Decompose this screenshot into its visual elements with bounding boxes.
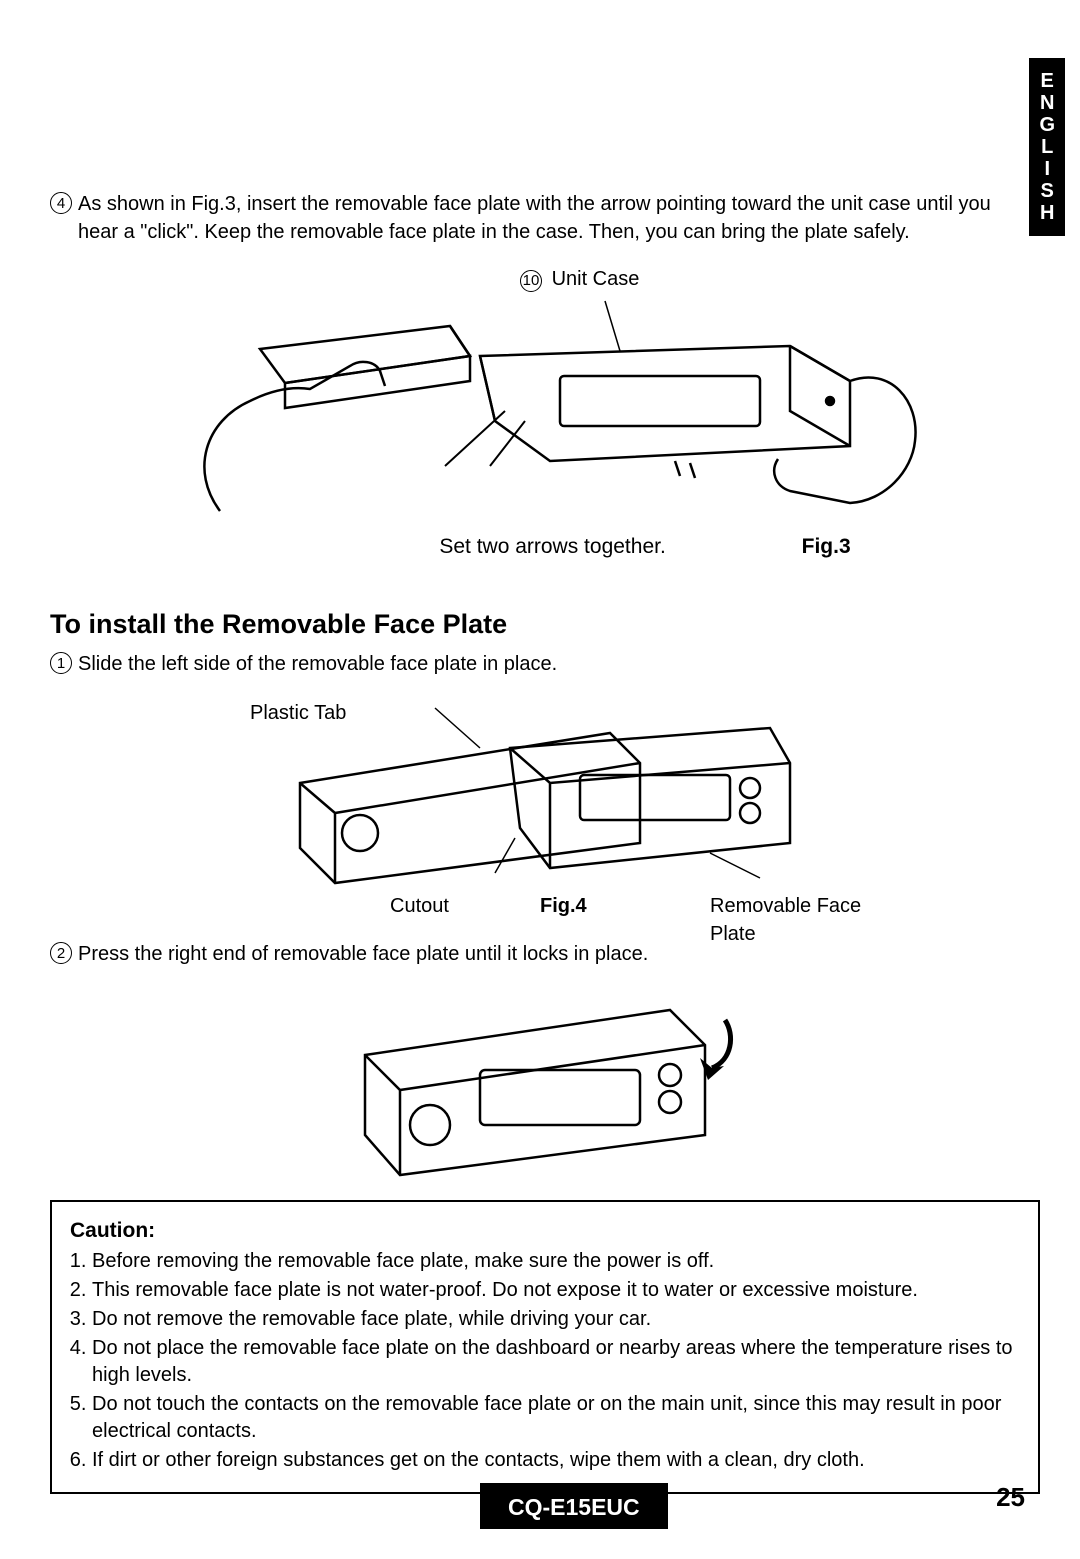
fig3-unit-case-text: Unit Case — [552, 268, 640, 290]
caution-item: If dirt or other foreign substances get … — [92, 1447, 1020, 1474]
fig4-plastic-tab-label: Plastic Tab — [250, 699, 346, 727]
caution-list: Before removing the removable face plate… — [92, 1248, 1020, 1474]
step-4: 4 As shown in Fig.3, insert the removabl… — [50, 190, 1030, 246]
lang-letter: E — [1039, 70, 1055, 92]
caution-box: Caution: Before removing the removable f… — [50, 1200, 1040, 1493]
fig3-label: Fig.3 — [802, 532, 851, 561]
caution-item: Do not remove the removable face plate, … — [92, 1306, 1020, 1333]
figure-4: Plastic Tab Cutout Fig.4 — [180, 693, 900, 922]
figure-5 — [330, 980, 750, 1180]
fig4-label: Fig.4 — [540, 892, 587, 920]
lang-letter: S — [1039, 180, 1055, 202]
step-2-text: Press the right end of removable face pl… — [78, 940, 648, 968]
section-title: To install the Removable Face Plate — [50, 606, 1030, 644]
lang-letter: G — [1039, 114, 1055, 136]
lang-letter: I — [1039, 158, 1055, 180]
fig3-illustration-icon — [150, 271, 930, 526]
fig3-caption: Set two arrows together. — [439, 532, 665, 561]
fig5-illustration-icon — [340, 980, 740, 1180]
fig3-unit-case-label: 10 Unit Case — [520, 265, 639, 293]
step-1: 1 Slide the left side of the removable f… — [50, 650, 1030, 678]
fig3-unit-case-number: 10 — [520, 270, 542, 292]
fig4-cutout-label: Cutout — [390, 892, 449, 920]
step-2-number: 2 — [50, 942, 72, 964]
lang-letter: H — [1039, 202, 1055, 224]
lang-letter: N — [1039, 92, 1055, 114]
fig4-illustration-icon — [280, 693, 800, 888]
caution-item: Do not touch the contacts on the removab… — [92, 1391, 1020, 1445]
caution-item: Before removing the removable face plate… — [92, 1248, 1020, 1275]
caution-item: This removable face plate is not water-p… — [92, 1277, 1020, 1304]
step-1-number: 1 — [50, 652, 72, 674]
figure-3: 10 Unit Case — [50, 271, 1030, 561]
fig4-rfp-label: Removable Face Plate — [710, 892, 900, 948]
step-1-text: Slide the left side of the removable fac… — [78, 650, 557, 678]
language-tab: E N G L I S H — [1029, 58, 1065, 236]
lang-letter: L — [1039, 136, 1055, 158]
step-4-number: 4 — [50, 192, 72, 214]
caution-title: Caution: — [70, 1216, 1020, 1245]
caution-item: Do not place the removable face plate on… — [92, 1335, 1020, 1389]
page-footer: CQ-E15EUC 25 — [0, 1479, 1080, 1529]
step-4-text: As shown in Fig.3, insert the removable … — [78, 190, 1030, 246]
model-badge: CQ-E15EUC — [480, 1483, 668, 1529]
page-number: 25 — [996, 1479, 1025, 1515]
